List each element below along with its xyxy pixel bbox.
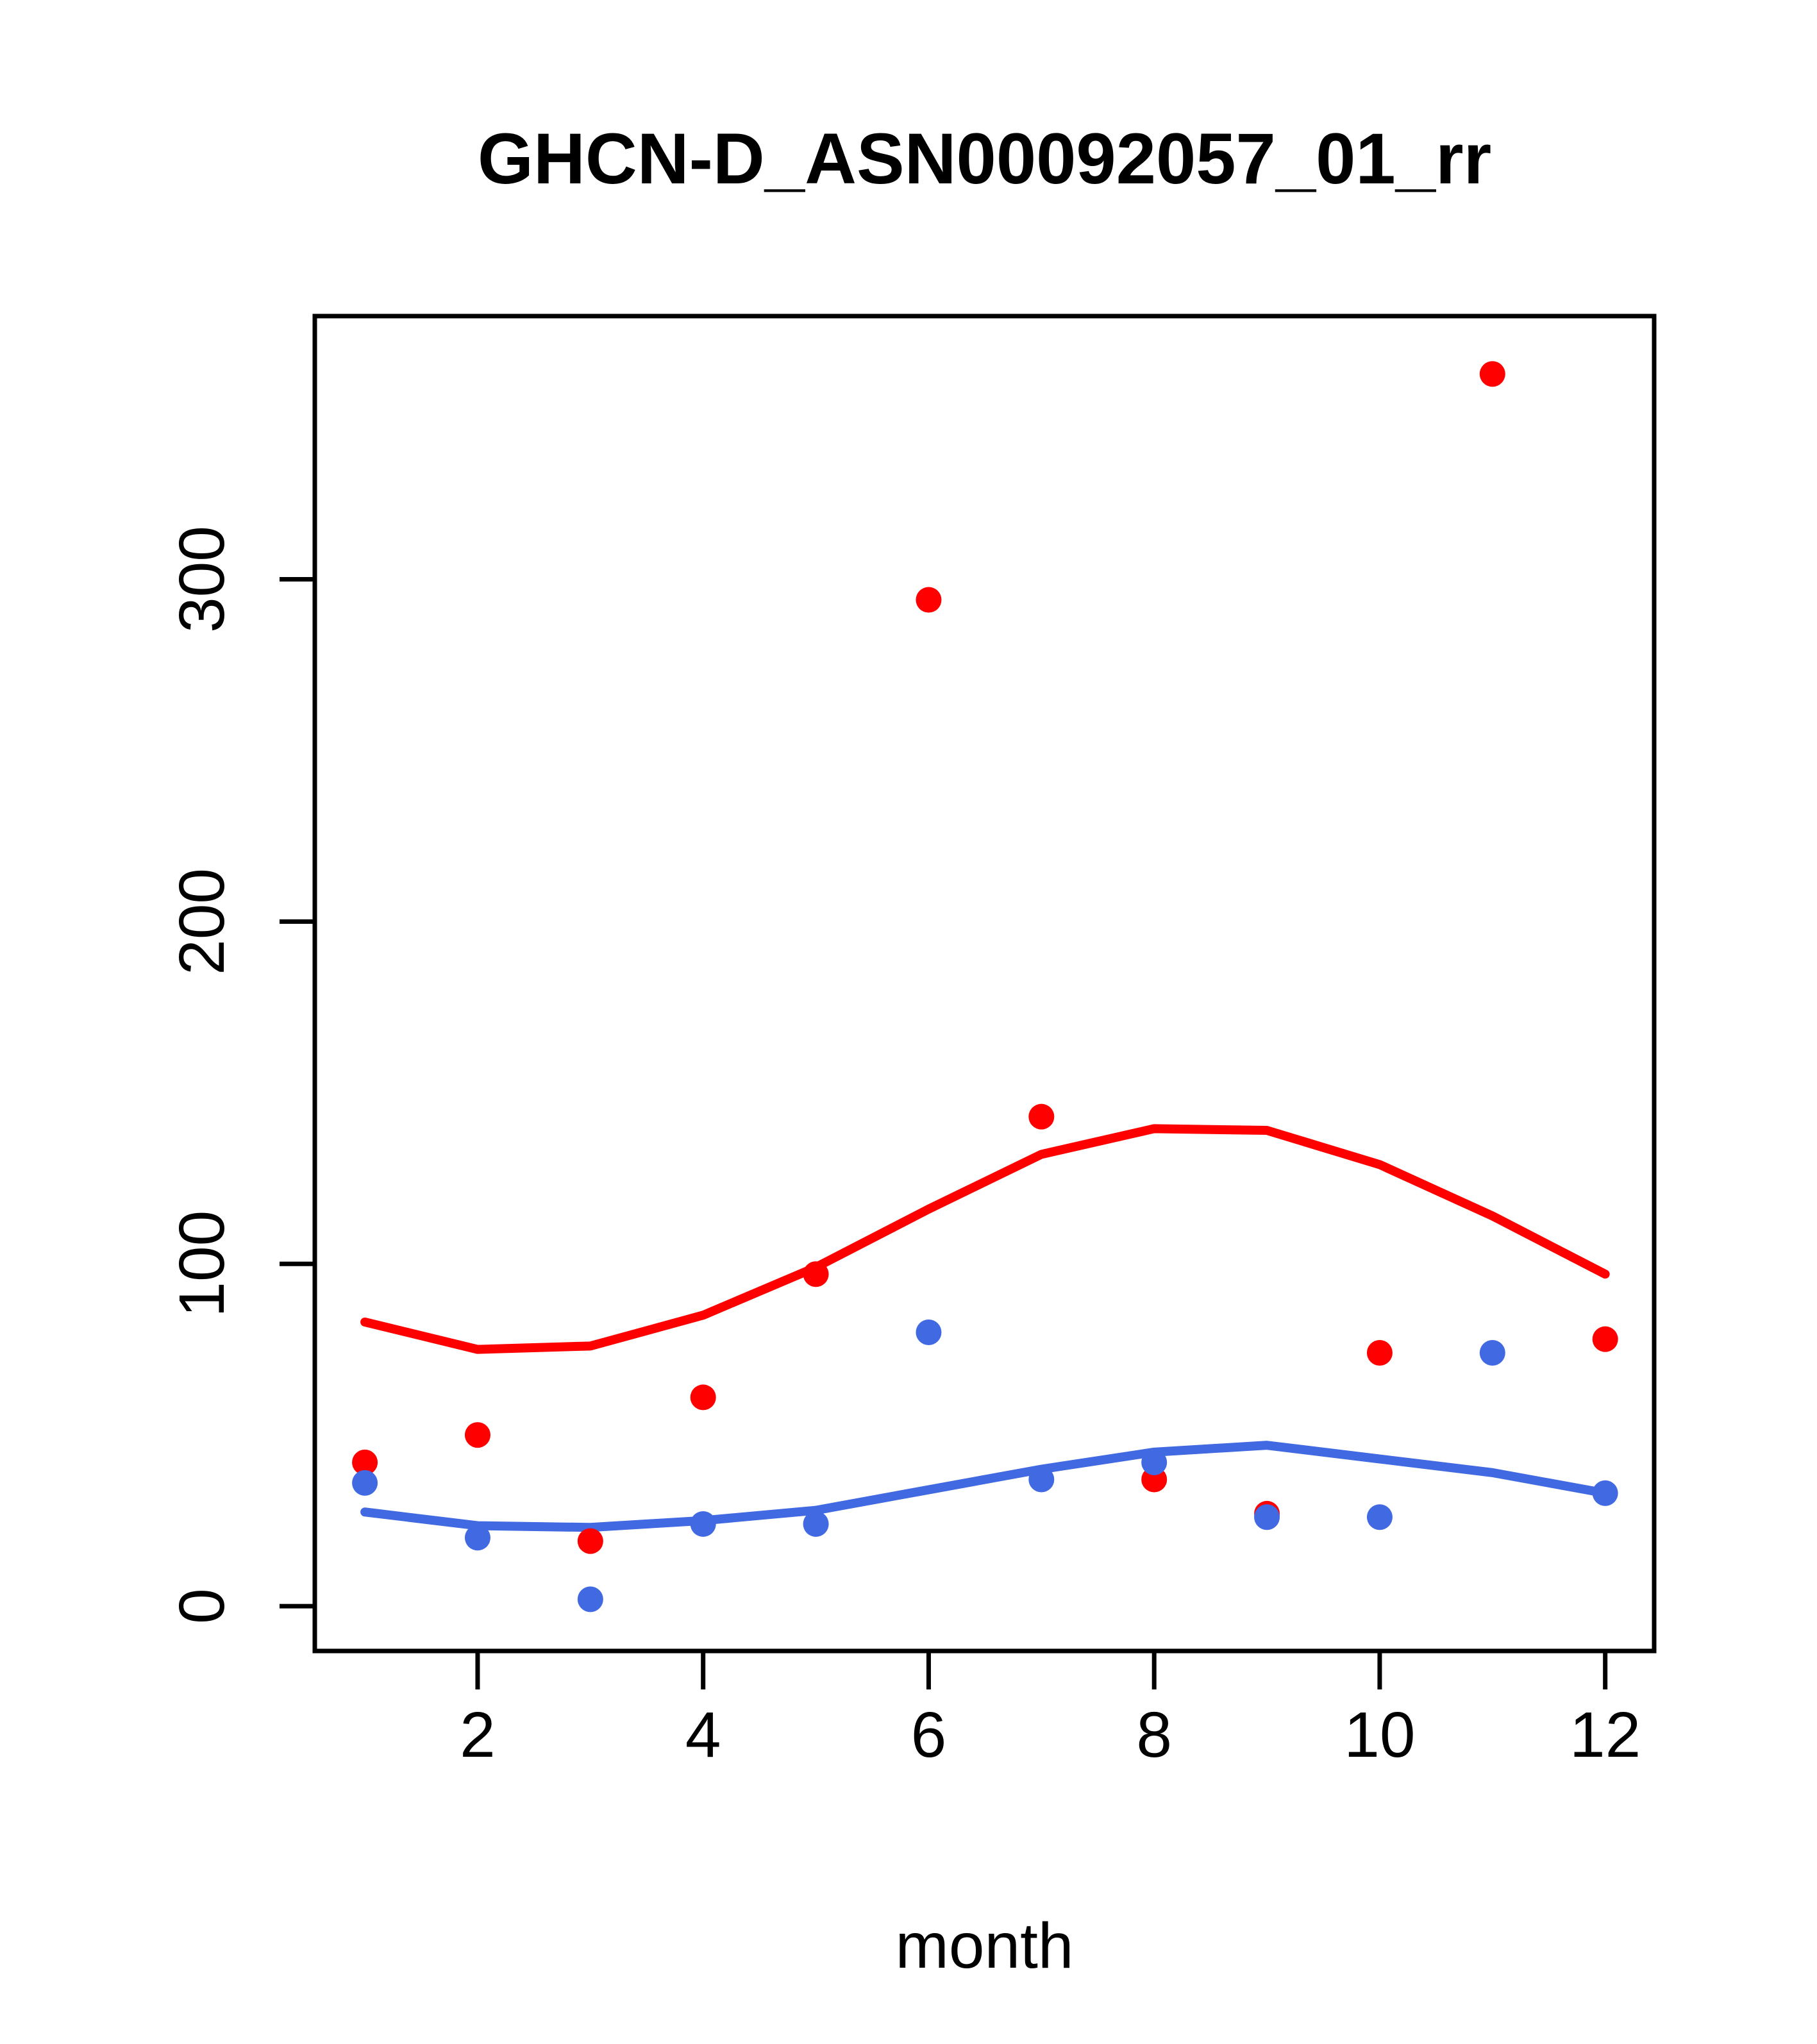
chart-title: GHCN-D_ASN00092057_01_rr (477, 119, 1492, 199)
red-point-m2 (464, 1422, 490, 1448)
x-tick-label-6: 6 (911, 1699, 947, 1771)
blue-point-m4 (690, 1511, 716, 1537)
red-smooth-line (360, 1124, 1610, 1354)
x-tick-label-8: 8 (1136, 1699, 1172, 1771)
blue-point-m8 (1141, 1449, 1168, 1475)
x-tick-label-4: 4 (685, 1699, 721, 1771)
y-tick-label-300: 300 (166, 526, 238, 633)
blue-point-m11 (1479, 1340, 1505, 1366)
blue-point-m1 (352, 1470, 378, 1496)
red-point-m11 (1479, 361, 1505, 387)
blue-point-m3 (577, 1586, 603, 1613)
red-point-m4 (690, 1384, 716, 1411)
red-point-m7 (1028, 1103, 1055, 1130)
red-point-m1 (352, 1449, 378, 1475)
x-tick-label-10: 10 (1344, 1699, 1415, 1771)
x-axis-label: month (895, 1910, 1074, 1982)
blue-point-m12 (1592, 1480, 1618, 1506)
red-point-m5 (803, 1261, 829, 1287)
blue-point-m6 (916, 1319, 942, 1345)
y-tick-label-0: 0 (166, 1588, 238, 1624)
blue-point-m2 (464, 1525, 490, 1551)
blue-point-m9 (1254, 1504, 1280, 1530)
y-tick-label-200: 200 (166, 868, 238, 975)
plot-border (312, 314, 1657, 1654)
blue-point-m10 (1366, 1504, 1393, 1530)
red-point-m10 (1366, 1340, 1393, 1366)
red-point-m3 (577, 1528, 603, 1554)
blue-smooth-line (360, 1441, 1610, 1532)
blue-point-m5 (803, 1511, 829, 1537)
red-point-m6 (916, 587, 942, 613)
blue-point-m7 (1028, 1466, 1055, 1493)
x-tick-label-2: 2 (460, 1699, 496, 1771)
x-tick-label-12: 12 (1570, 1699, 1641, 1771)
red-point-m12 (1592, 1326, 1618, 1352)
y-tick-label-100: 100 (166, 1210, 238, 1318)
